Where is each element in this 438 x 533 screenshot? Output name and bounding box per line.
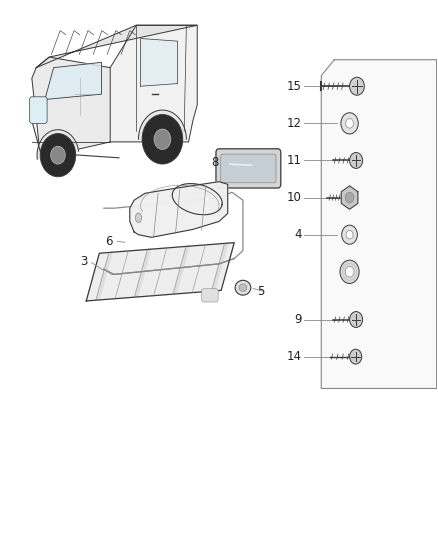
Polygon shape <box>110 25 197 142</box>
Circle shape <box>40 134 76 177</box>
Polygon shape <box>321 60 437 389</box>
Ellipse shape <box>135 213 141 222</box>
Text: 12: 12 <box>287 117 302 130</box>
Text: 14: 14 <box>287 350 302 363</box>
Text: 11: 11 <box>287 154 302 167</box>
Polygon shape <box>138 110 186 139</box>
Polygon shape <box>130 182 228 237</box>
Circle shape <box>51 146 65 164</box>
Circle shape <box>345 192 354 203</box>
Text: 7: 7 <box>167 189 175 201</box>
Circle shape <box>350 312 363 327</box>
Ellipse shape <box>235 280 251 295</box>
Circle shape <box>350 152 363 168</box>
Polygon shape <box>341 186 358 209</box>
Polygon shape <box>36 25 197 68</box>
Polygon shape <box>86 243 234 301</box>
Circle shape <box>346 118 353 128</box>
Polygon shape <box>134 248 151 297</box>
Circle shape <box>350 349 362 364</box>
Circle shape <box>341 113 358 134</box>
Circle shape <box>350 77 364 95</box>
Polygon shape <box>32 57 110 158</box>
Polygon shape <box>173 245 190 294</box>
FancyBboxPatch shape <box>221 154 276 183</box>
Circle shape <box>342 225 357 244</box>
Ellipse shape <box>239 284 247 292</box>
Text: 9: 9 <box>294 313 302 326</box>
Polygon shape <box>172 183 222 215</box>
Text: 2: 2 <box>136 207 144 220</box>
FancyBboxPatch shape <box>201 289 218 302</box>
Text: 8: 8 <box>211 156 218 168</box>
Polygon shape <box>45 62 102 100</box>
Circle shape <box>345 266 354 277</box>
Polygon shape <box>212 243 228 291</box>
Polygon shape <box>37 130 78 159</box>
Polygon shape <box>96 252 113 300</box>
FancyBboxPatch shape <box>30 97 47 123</box>
Text: 6: 6 <box>106 235 113 247</box>
Text: 4: 4 <box>294 228 302 241</box>
Circle shape <box>142 115 183 164</box>
Text: 5: 5 <box>257 286 264 298</box>
Circle shape <box>154 129 171 149</box>
Text: 10: 10 <box>287 191 302 204</box>
FancyBboxPatch shape <box>216 149 281 188</box>
Text: 15: 15 <box>287 80 302 93</box>
Polygon shape <box>141 38 178 86</box>
Text: 3: 3 <box>81 255 88 268</box>
Circle shape <box>340 260 359 284</box>
Circle shape <box>346 230 353 239</box>
